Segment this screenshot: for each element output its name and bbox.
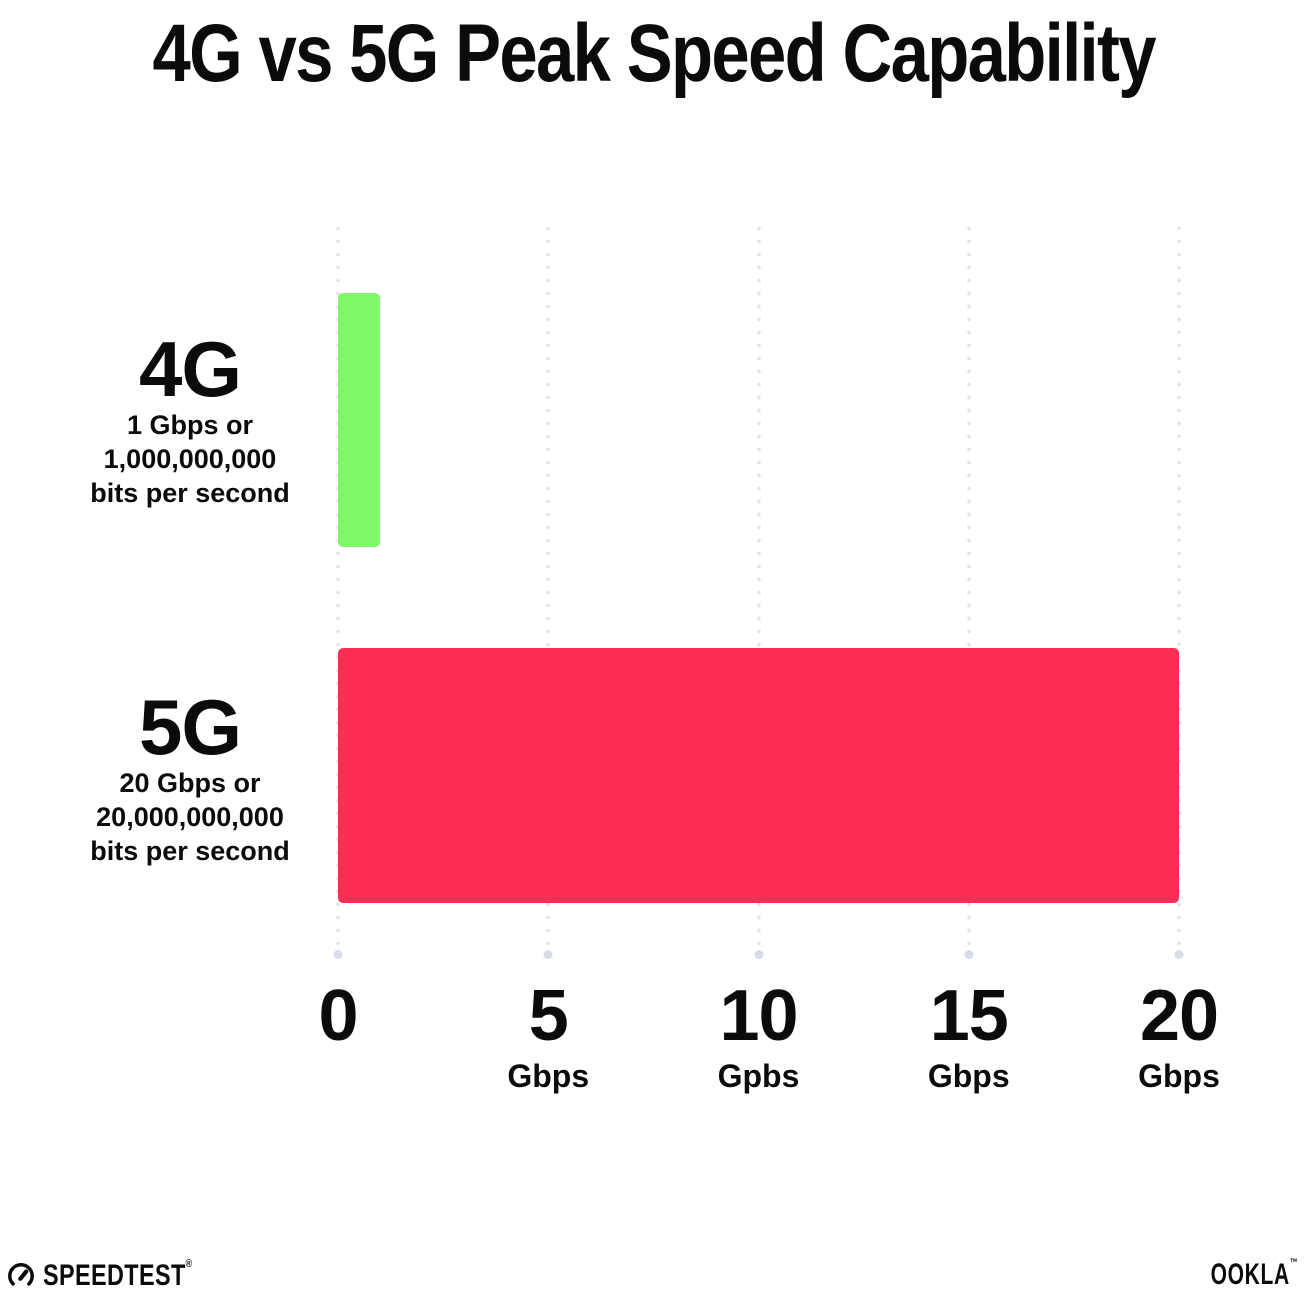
x-tick-15-unit: Gbps [927, 1058, 1010, 1094]
speedtest-gauge-icon [8, 1263, 34, 1286]
gridline-15 [966, 222, 971, 945]
row-label-5g-line2: 20,000,000,000 [96, 802, 284, 832]
speedtest-wordmark: SPEEDTEST® [43, 1259, 192, 1293]
speedtest-logo: SPEEDTEST® [7, 1259, 234, 1293]
x-tick-5: 5 Gbps [438, 980, 658, 1092]
chart-title: 4G vs 5G Peak Speed Capability [0, 13, 1308, 95]
speedtest-registered-mark: ® [185, 1258, 193, 1270]
gridline-20 [1177, 222, 1181, 945]
row-label-4g-line1: 1 Gbps or [126, 410, 254, 440]
x-tick-5-value: 5 [528, 976, 569, 1056]
row-label-5g-title: 5G [138, 683, 242, 771]
bar-5g [338, 648, 1179, 903]
speedtest-wordmark-text: SPEEDTEST [43, 1259, 186, 1292]
bar-4g [338, 293, 381, 547]
row-label-4g: 4G 1 Gbps or 1,000,000,000 bits per seco… [20, 330, 360, 510]
x-tick-10-unit: Gpbs [717, 1058, 800, 1094]
row-label-4g-title: 4G [138, 325, 242, 413]
ookla-trademark: ™ [1289, 1257, 1298, 1269]
ookla-logo: OOKLA™ [1173, 1258, 1298, 1292]
ookla-wordmark: OOKLA™ [1210, 1258, 1298, 1292]
row-label-4g-line2: 1,000,000,000 [103, 444, 277, 474]
chart-title-text: 4G vs 5G Peak Speed Capability [152, 8, 1157, 99]
x-tick-5-unit: Gbps [507, 1058, 590, 1094]
row-label-5g-line3: bits per second [90, 836, 290, 866]
ookla-wordmark-text: OOKLA [1210, 1258, 1290, 1291]
row-label-5g: 5G 20 Gbps or 20,000,000,000 bits per se… [20, 688, 360, 868]
x-tick-20-unit: Gbps [1138, 1058, 1220, 1094]
gridline-10 [756, 222, 761, 945]
x-tick-0: 0 [228, 980, 448, 1060]
x-tick-15-value: 15 [929, 976, 1009, 1056]
x-tick-10: 10 Gpbs [649, 980, 869, 1092]
gridline-5 [546, 222, 551, 945]
row-label-5g-line1: 20 Gbps or [119, 768, 261, 798]
row-label-4g-line3: bits per second [90, 478, 290, 508]
gridline-0 [336, 222, 340, 945]
x-tick-10-value: 10 [719, 976, 798, 1056]
x-tick-0-value: 0 [318, 976, 358, 1056]
x-tick-20-value: 20 [1139, 976, 1219, 1056]
x-tick-15: 15 Gbps [859, 980, 1079, 1092]
x-tick-20: 20 Gbps [1069, 980, 1289, 1092]
